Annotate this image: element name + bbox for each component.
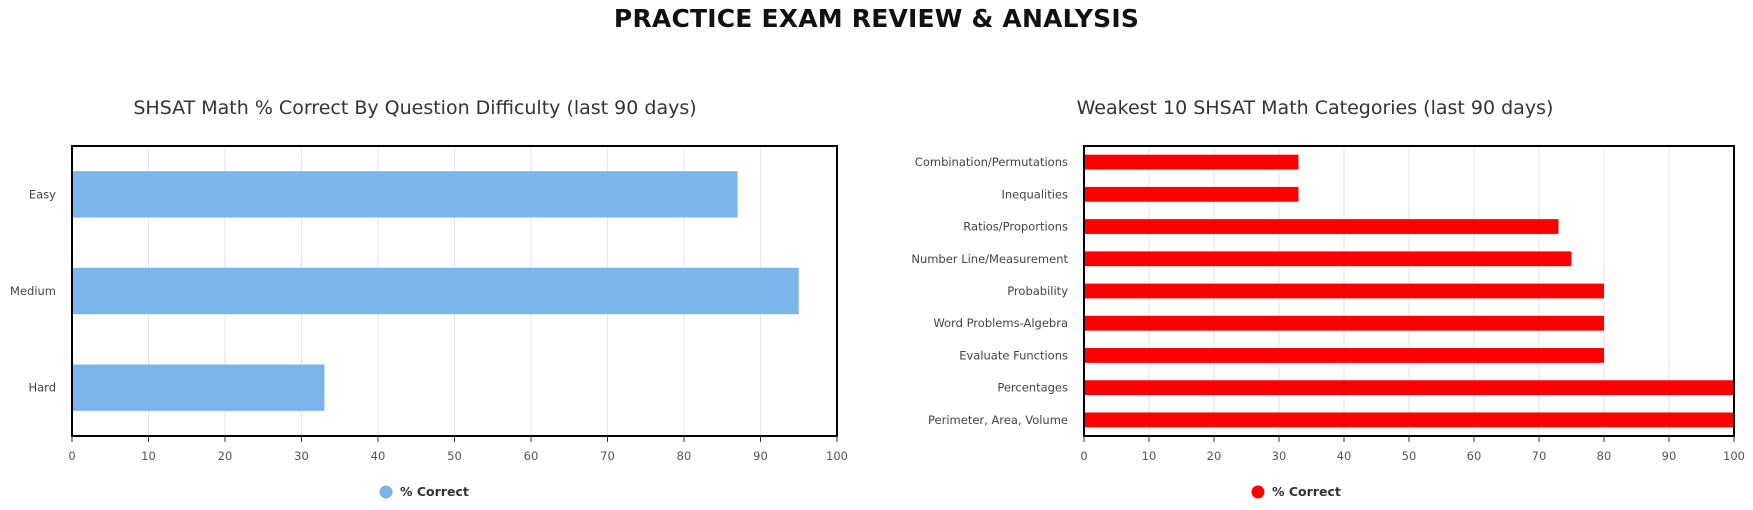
difficulty-legend-label: % Correct: [400, 484, 469, 499]
category-tick-label: 30: [1272, 449, 1287, 463]
page-title: PRACTICE EXAM REVIEW & ANALYSIS: [613, 4, 1140, 33]
difficulty-tick-label: 10: [141, 449, 156, 463]
difficulty-tick-label: 50: [447, 449, 462, 463]
difficulty-tick-label: 40: [371, 449, 386, 463]
difficulty-chart: SHSAT Math % Correct By Question Difficu…: [10, 97, 848, 499]
category-bar[interactable]: [1084, 219, 1559, 234]
difficulty-legend-marker: [379, 485, 393, 499]
category-category-label: Word Problems-Algebra: [933, 316, 1068, 330]
category-tick-label: 90: [1662, 449, 1677, 463]
difficulty-tick-label: 70: [600, 449, 615, 463]
category-category-label: Number Line/Measurement: [911, 252, 1068, 266]
category-tick-label: 10: [1142, 449, 1157, 463]
category-legend-label: % Correct: [1272, 484, 1341, 499]
category-category-label: Inequalities: [1001, 187, 1068, 201]
category-bar[interactable]: [1084, 348, 1604, 363]
difficulty-category-label: Easy: [29, 187, 56, 201]
category-chart-title: Weakest 10 SHSAT Math Categories (last 9…: [1077, 97, 1554, 119]
category-legend-marker: [1251, 485, 1265, 499]
difficulty-bar[interactable]: [72, 267, 799, 315]
category-tick-label: 0: [1080, 449, 1087, 463]
category-category-label: Percentages: [997, 381, 1068, 395]
category-category-label: Evaluate Functions: [959, 348, 1068, 362]
difficulty-bar[interactable]: [72, 171, 738, 218]
category-tick-label: 80: [1597, 449, 1612, 463]
difficulty-tick-label: 30: [294, 449, 309, 463]
category-tick-label: 70: [1532, 449, 1547, 463]
category-bar[interactable]: [1084, 283, 1604, 299]
difficulty-legend[interactable]: % Correct: [379, 484, 469, 499]
difficulty-tick-label: 100: [826, 449, 848, 463]
category-category-label: Combination/Permutations: [915, 155, 1068, 169]
category-bar[interactable]: [1084, 154, 1299, 170]
difficulty-tick-label: 0: [68, 449, 75, 463]
category-tick-label: 100: [1723, 449, 1745, 463]
category-tick-label: 20: [1207, 449, 1222, 463]
category-bar[interactable]: [1084, 186, 1299, 202]
category-tick-label: 60: [1467, 449, 1482, 463]
category-category-label: Perimeter, Area, Volume: [928, 413, 1068, 427]
category-bar[interactable]: [1084, 412, 1734, 428]
category-tick-label: 50: [1402, 449, 1417, 463]
difficulty-category-label: Medium: [10, 284, 56, 298]
category-legend[interactable]: % Correct: [1251, 484, 1341, 499]
difficulty-category-label: Hard: [28, 381, 56, 395]
difficulty-tick-label: 20: [218, 449, 233, 463]
difficulty-bar[interactable]: [72, 364, 325, 411]
difficulty-tick-label: 60: [524, 449, 539, 463]
difficulty-tick-label: 90: [753, 449, 768, 463]
category-category-label: Probability: [1007, 284, 1068, 298]
category-bar[interactable]: [1084, 315, 1604, 331]
category-bar[interactable]: [1084, 380, 1734, 396]
difficulty-chart-title: SHSAT Math % Correct By Question Difficu…: [133, 97, 696, 119]
category-category-label: Ratios/Proportions: [963, 220, 1068, 234]
category-bar[interactable]: [1084, 251, 1572, 267]
category-tick-label: 40: [1337, 449, 1352, 463]
difficulty-tick-label: 80: [677, 449, 692, 463]
